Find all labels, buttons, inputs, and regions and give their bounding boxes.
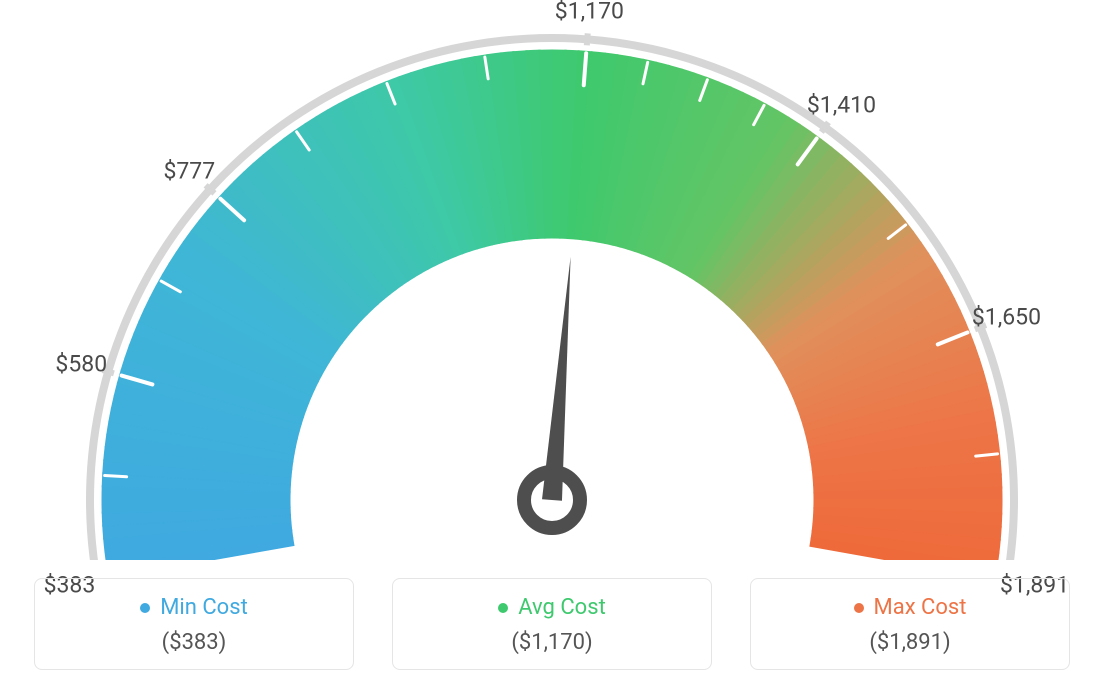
legend-card: Min Cost ($383) — [34, 578, 354, 670]
legend-title-text: Min Cost — [160, 595, 248, 620]
legend-card: Max Cost ($1,891) — [750, 578, 1070, 670]
legend-title: Avg Cost — [498, 595, 606, 620]
gauge-chart: $383$580$777$1,170$1,410$1,650$1,891 — [0, 0, 1104, 560]
legend-title: Max Cost — [854, 595, 967, 620]
legend-title-text: Avg Cost — [518, 595, 606, 620]
gauge-tick-label: $1,170 — [555, 0, 624, 25]
gauge-tick-label: $1,650 — [972, 303, 1041, 330]
legend-title-text: Max Cost — [874, 595, 967, 620]
legend-dot-icon — [140, 603, 150, 613]
legend-row: Min Cost ($383) Avg Cost ($1,170) Max Cost ($… — [0, 578, 1104, 670]
legend-value: ($1,891) — [761, 630, 1059, 655]
gauge-tick-label: $777 — [163, 157, 215, 184]
gauge-svg — [0, 0, 1104, 560]
legend-dot-icon — [854, 603, 864, 613]
legend-value: ($383) — [45, 630, 343, 655]
legend-card: Avg Cost ($1,170) — [392, 578, 712, 670]
gauge-tick-label: $1,410 — [807, 91, 876, 118]
legend-title: Min Cost — [140, 595, 248, 620]
gauge-tick-label: $580 — [55, 350, 107, 377]
legend-value: ($1,170) — [403, 630, 701, 655]
legend-dot-icon — [498, 603, 508, 613]
gauge-needle — [542, 257, 571, 501]
